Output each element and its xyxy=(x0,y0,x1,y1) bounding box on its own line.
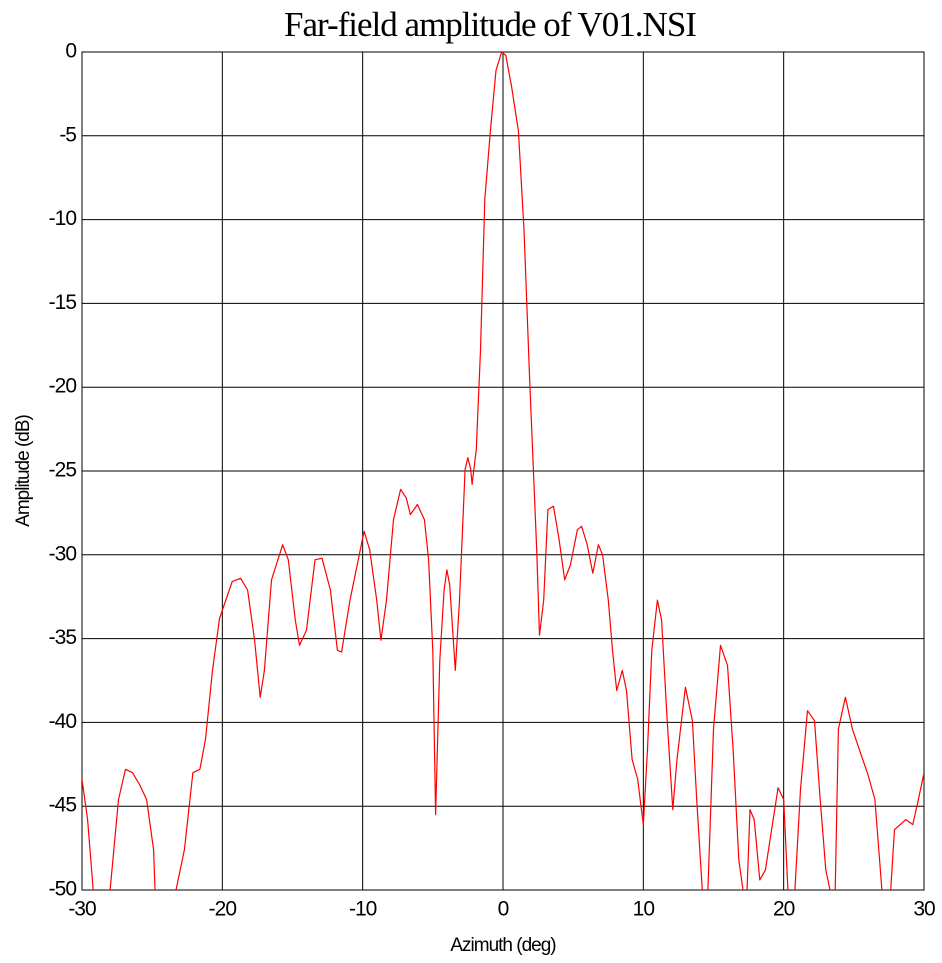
y-tick-label: -15 xyxy=(49,291,77,314)
x-tick-label: 30 xyxy=(913,898,935,921)
x-axis-label: Azimuth (deg) xyxy=(450,935,556,956)
x-tick-label: 10 xyxy=(633,898,655,921)
x-tick-label: -30 xyxy=(68,898,96,921)
x-tick-label: -20 xyxy=(209,898,237,921)
plot-area xyxy=(82,51,924,890)
y-tick-label: -20 xyxy=(49,375,77,398)
data-line xyxy=(82,51,924,890)
y-axis-label: Amplitude (dB) xyxy=(13,415,34,527)
y-tick-label: -35 xyxy=(49,626,77,649)
x-tick-label: 0 xyxy=(498,898,509,921)
y-tick-label: -30 xyxy=(49,542,77,565)
x-tick-label: 20 xyxy=(773,898,795,921)
plot-frame xyxy=(81,51,925,891)
y-tick-label: 0 xyxy=(65,40,76,63)
chart-title: Far-field amplitude of V01.NSI xyxy=(284,5,696,44)
x-tick-label: -10 xyxy=(349,898,377,921)
y-tick-label: -5 xyxy=(59,123,76,146)
y-tick-label: -40 xyxy=(49,710,77,733)
y-tick-label: -10 xyxy=(49,207,77,230)
y-tick-label: -45 xyxy=(49,794,77,817)
y-tick-label: -50 xyxy=(49,878,77,901)
y-tick-label: -25 xyxy=(49,459,77,482)
